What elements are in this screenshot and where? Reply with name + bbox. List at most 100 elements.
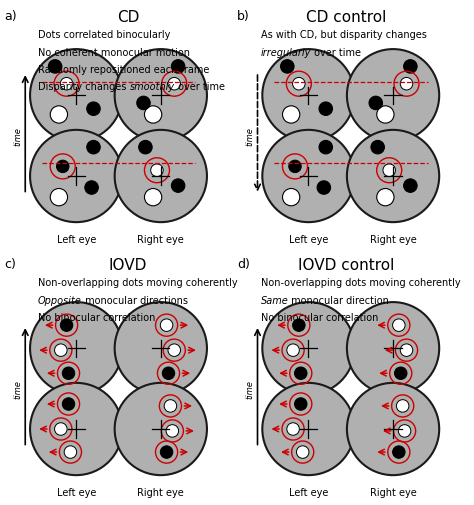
Text: a): a) [5, 10, 18, 23]
Circle shape [115, 50, 207, 142]
Circle shape [283, 107, 300, 124]
Text: Non-overlapping dots moving coherently: Non-overlapping dots moving coherently [38, 278, 237, 288]
Circle shape [30, 383, 122, 475]
Text: As with CD, but disparity changes: As with CD, but disparity changes [261, 30, 427, 40]
Circle shape [164, 400, 177, 413]
Circle shape [145, 189, 162, 207]
Circle shape [347, 50, 439, 142]
Circle shape [151, 165, 163, 177]
Text: monocular direction: monocular direction [289, 295, 389, 305]
Circle shape [48, 61, 62, 74]
Circle shape [371, 141, 384, 155]
Circle shape [392, 446, 405, 459]
Circle shape [262, 131, 355, 223]
Circle shape [56, 161, 69, 173]
Circle shape [377, 107, 394, 124]
Circle shape [172, 179, 185, 193]
Circle shape [50, 107, 68, 124]
Circle shape [369, 97, 383, 111]
Circle shape [64, 446, 77, 459]
Circle shape [289, 161, 301, 173]
Text: Randomly repositioned each frame: Randomly repositioned each frame [38, 65, 210, 75]
Circle shape [60, 319, 73, 332]
Circle shape [166, 425, 179, 437]
Text: IOVD: IOVD [109, 258, 147, 273]
Circle shape [115, 383, 207, 475]
Circle shape [160, 319, 173, 332]
Text: irregularly: irregularly [261, 47, 311, 58]
Circle shape [394, 367, 407, 380]
Text: No binocular correlation: No binocular correlation [261, 312, 378, 322]
Circle shape [319, 141, 332, 155]
Text: b): b) [237, 10, 250, 23]
Circle shape [162, 367, 175, 380]
Circle shape [55, 344, 67, 357]
Circle shape [296, 446, 309, 459]
Text: Right eye: Right eye [370, 487, 417, 497]
Text: No binocular correlation: No binocular correlation [38, 312, 155, 322]
Text: IOVD control: IOVD control [298, 258, 394, 273]
Circle shape [262, 302, 355, 394]
Circle shape [283, 189, 300, 207]
Text: Opposite: Opposite [38, 295, 82, 305]
Circle shape [404, 179, 417, 193]
Text: time: time [246, 127, 255, 146]
Circle shape [115, 302, 207, 394]
Circle shape [87, 103, 100, 116]
Circle shape [292, 319, 305, 332]
Circle shape [172, 61, 185, 74]
Text: CD control: CD control [306, 10, 386, 25]
Circle shape [262, 50, 355, 142]
Circle shape [347, 383, 439, 475]
Text: Left eye: Left eye [289, 487, 328, 497]
Text: Non-overlapping dots moving coherently: Non-overlapping dots moving coherently [261, 278, 460, 288]
Circle shape [383, 165, 395, 177]
Text: No coherent monocular motion: No coherent monocular motion [38, 47, 190, 58]
Text: monocular directions: monocular directions [82, 295, 188, 305]
Circle shape [168, 344, 181, 357]
Circle shape [347, 302, 439, 394]
Circle shape [287, 423, 299, 435]
Circle shape [62, 398, 75, 411]
Text: over time: over time [311, 47, 361, 58]
Circle shape [30, 50, 122, 142]
Text: Left eye: Left eye [289, 234, 328, 244]
Circle shape [392, 319, 405, 332]
Text: Dots correlated binocularly: Dots correlated binocularly [38, 30, 170, 40]
Circle shape [85, 181, 98, 195]
Circle shape [30, 131, 122, 223]
Circle shape [87, 141, 100, 155]
Circle shape [262, 383, 355, 475]
Text: Same: Same [261, 295, 289, 305]
Circle shape [137, 97, 150, 111]
Circle shape [319, 103, 332, 116]
Text: time: time [13, 379, 22, 398]
Text: Right eye: Right eye [137, 234, 184, 244]
Circle shape [281, 61, 294, 74]
Circle shape [377, 189, 394, 207]
Text: c): c) [5, 258, 17, 271]
Text: time: time [246, 379, 255, 398]
Circle shape [160, 446, 173, 459]
Text: over time: over time [174, 82, 225, 92]
Circle shape [115, 131, 207, 223]
Text: Left eye: Left eye [56, 487, 96, 497]
Text: Right eye: Right eye [137, 487, 184, 497]
Text: smoothly: smoothly [129, 82, 174, 92]
Circle shape [145, 107, 162, 124]
Circle shape [292, 78, 305, 91]
Circle shape [60, 78, 73, 91]
Circle shape [55, 423, 67, 435]
Circle shape [62, 367, 75, 380]
Circle shape [396, 400, 409, 413]
Circle shape [400, 344, 413, 357]
Text: CD: CD [117, 10, 139, 25]
Circle shape [317, 181, 330, 195]
Circle shape [287, 344, 299, 357]
Circle shape [139, 141, 152, 155]
Circle shape [50, 189, 68, 207]
Text: Disparity changes: Disparity changes [38, 82, 129, 92]
Circle shape [398, 425, 411, 437]
Text: Left eye: Left eye [56, 234, 96, 244]
Text: Right eye: Right eye [370, 234, 417, 244]
